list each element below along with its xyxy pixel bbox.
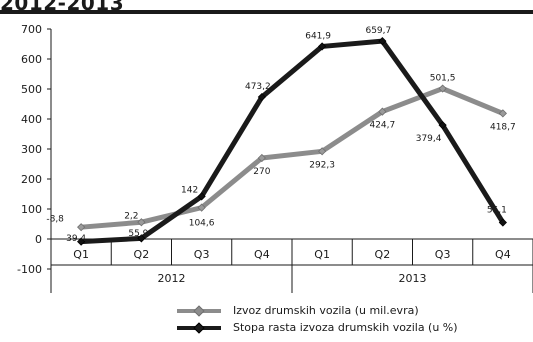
data-label: 142 [181,185,198,195]
year-label: 2013 [399,272,427,285]
y-tick-label: 500 [21,83,42,96]
data-label: 2,2 [124,211,138,221]
data-point [137,234,146,243]
x-tick-label: Q2 [134,248,150,261]
data-label: 641,9 [305,31,331,41]
data-label: 39,4 [66,234,86,244]
y-tick-label: 300 [21,143,42,156]
data-label: 501,5 [430,74,456,84]
x-tick-label: Q2 [375,248,391,261]
data-label: 424,7 [369,121,395,131]
data-label: 55,1 [487,205,507,215]
x-tick-label: Q1 [73,248,89,261]
legend-item-growth: Stopa rasta izvoza drumskih vozila (u %) [175,319,458,336]
legend-item-export: Izvoz drumskih vozila (u mil.evra) [175,302,458,319]
data-label: 104,6 [189,219,215,229]
data-point [378,36,387,46]
legend-swatch-export [175,302,225,319]
data-point [438,121,447,130]
data-label: 418,7 [490,122,516,132]
data-label: -8,8 [46,215,64,225]
data-point [438,84,447,93]
data-point [137,218,146,227]
data-label: 659,7 [365,26,391,36]
data-point [197,203,206,212]
y-tick-label: 700 [21,23,42,36]
legend-marker-export [193,305,205,317]
y-tick-label: -100 [17,263,42,276]
legend-label-growth: Stopa rasta izvoza drumskih vozila (u %) [233,321,458,334]
data-point [318,147,327,156]
y-tick-label: 600 [21,53,42,66]
data-label: 270 [253,167,270,177]
series-line-growth [78,38,506,245]
data-point [318,42,327,51]
y-tick-label: 0 [35,233,42,246]
data-point [77,223,86,232]
data-point [498,109,507,118]
y-tick-label: 400 [21,113,42,126]
legend-swatch-growth [175,319,225,336]
data-point [77,237,86,246]
x-tick-label: Q3 [435,248,451,261]
x-tick-label: Q1 [314,248,330,261]
x-tick-label: Q4 [254,248,270,261]
data-point [378,107,387,116]
legend: Izvoz drumskih vozila (u mil.evra) Stopa… [175,302,458,336]
year-label: 2012 [158,272,186,285]
x-tick-label: Q3 [194,248,210,261]
data-point [197,192,206,201]
legend-marker-growth [193,322,205,334]
legend-label-export: Izvoz drumskih vozila (u mil.evra) [233,304,419,317]
x-tick-label: Q4 [495,248,511,261]
data-point [257,153,266,163]
line-chart: -100 0 100 200 300 400 500 600 700 Q1 Q2 Q3 Q4 Q1 Q2 Q3… [17,23,533,293]
data-label: 379,4 [416,134,442,144]
data-label: 292,3 [309,160,335,170]
data-label: 55,9 [128,229,148,239]
data-point [257,92,266,102]
data-label: 473,2 [245,82,271,92]
y-tick-label: 100 [21,203,42,216]
title-rule [0,10,533,14]
data-point [498,218,507,227]
y-tick-label: 200 [21,173,42,186]
series-line-export [78,86,506,230]
